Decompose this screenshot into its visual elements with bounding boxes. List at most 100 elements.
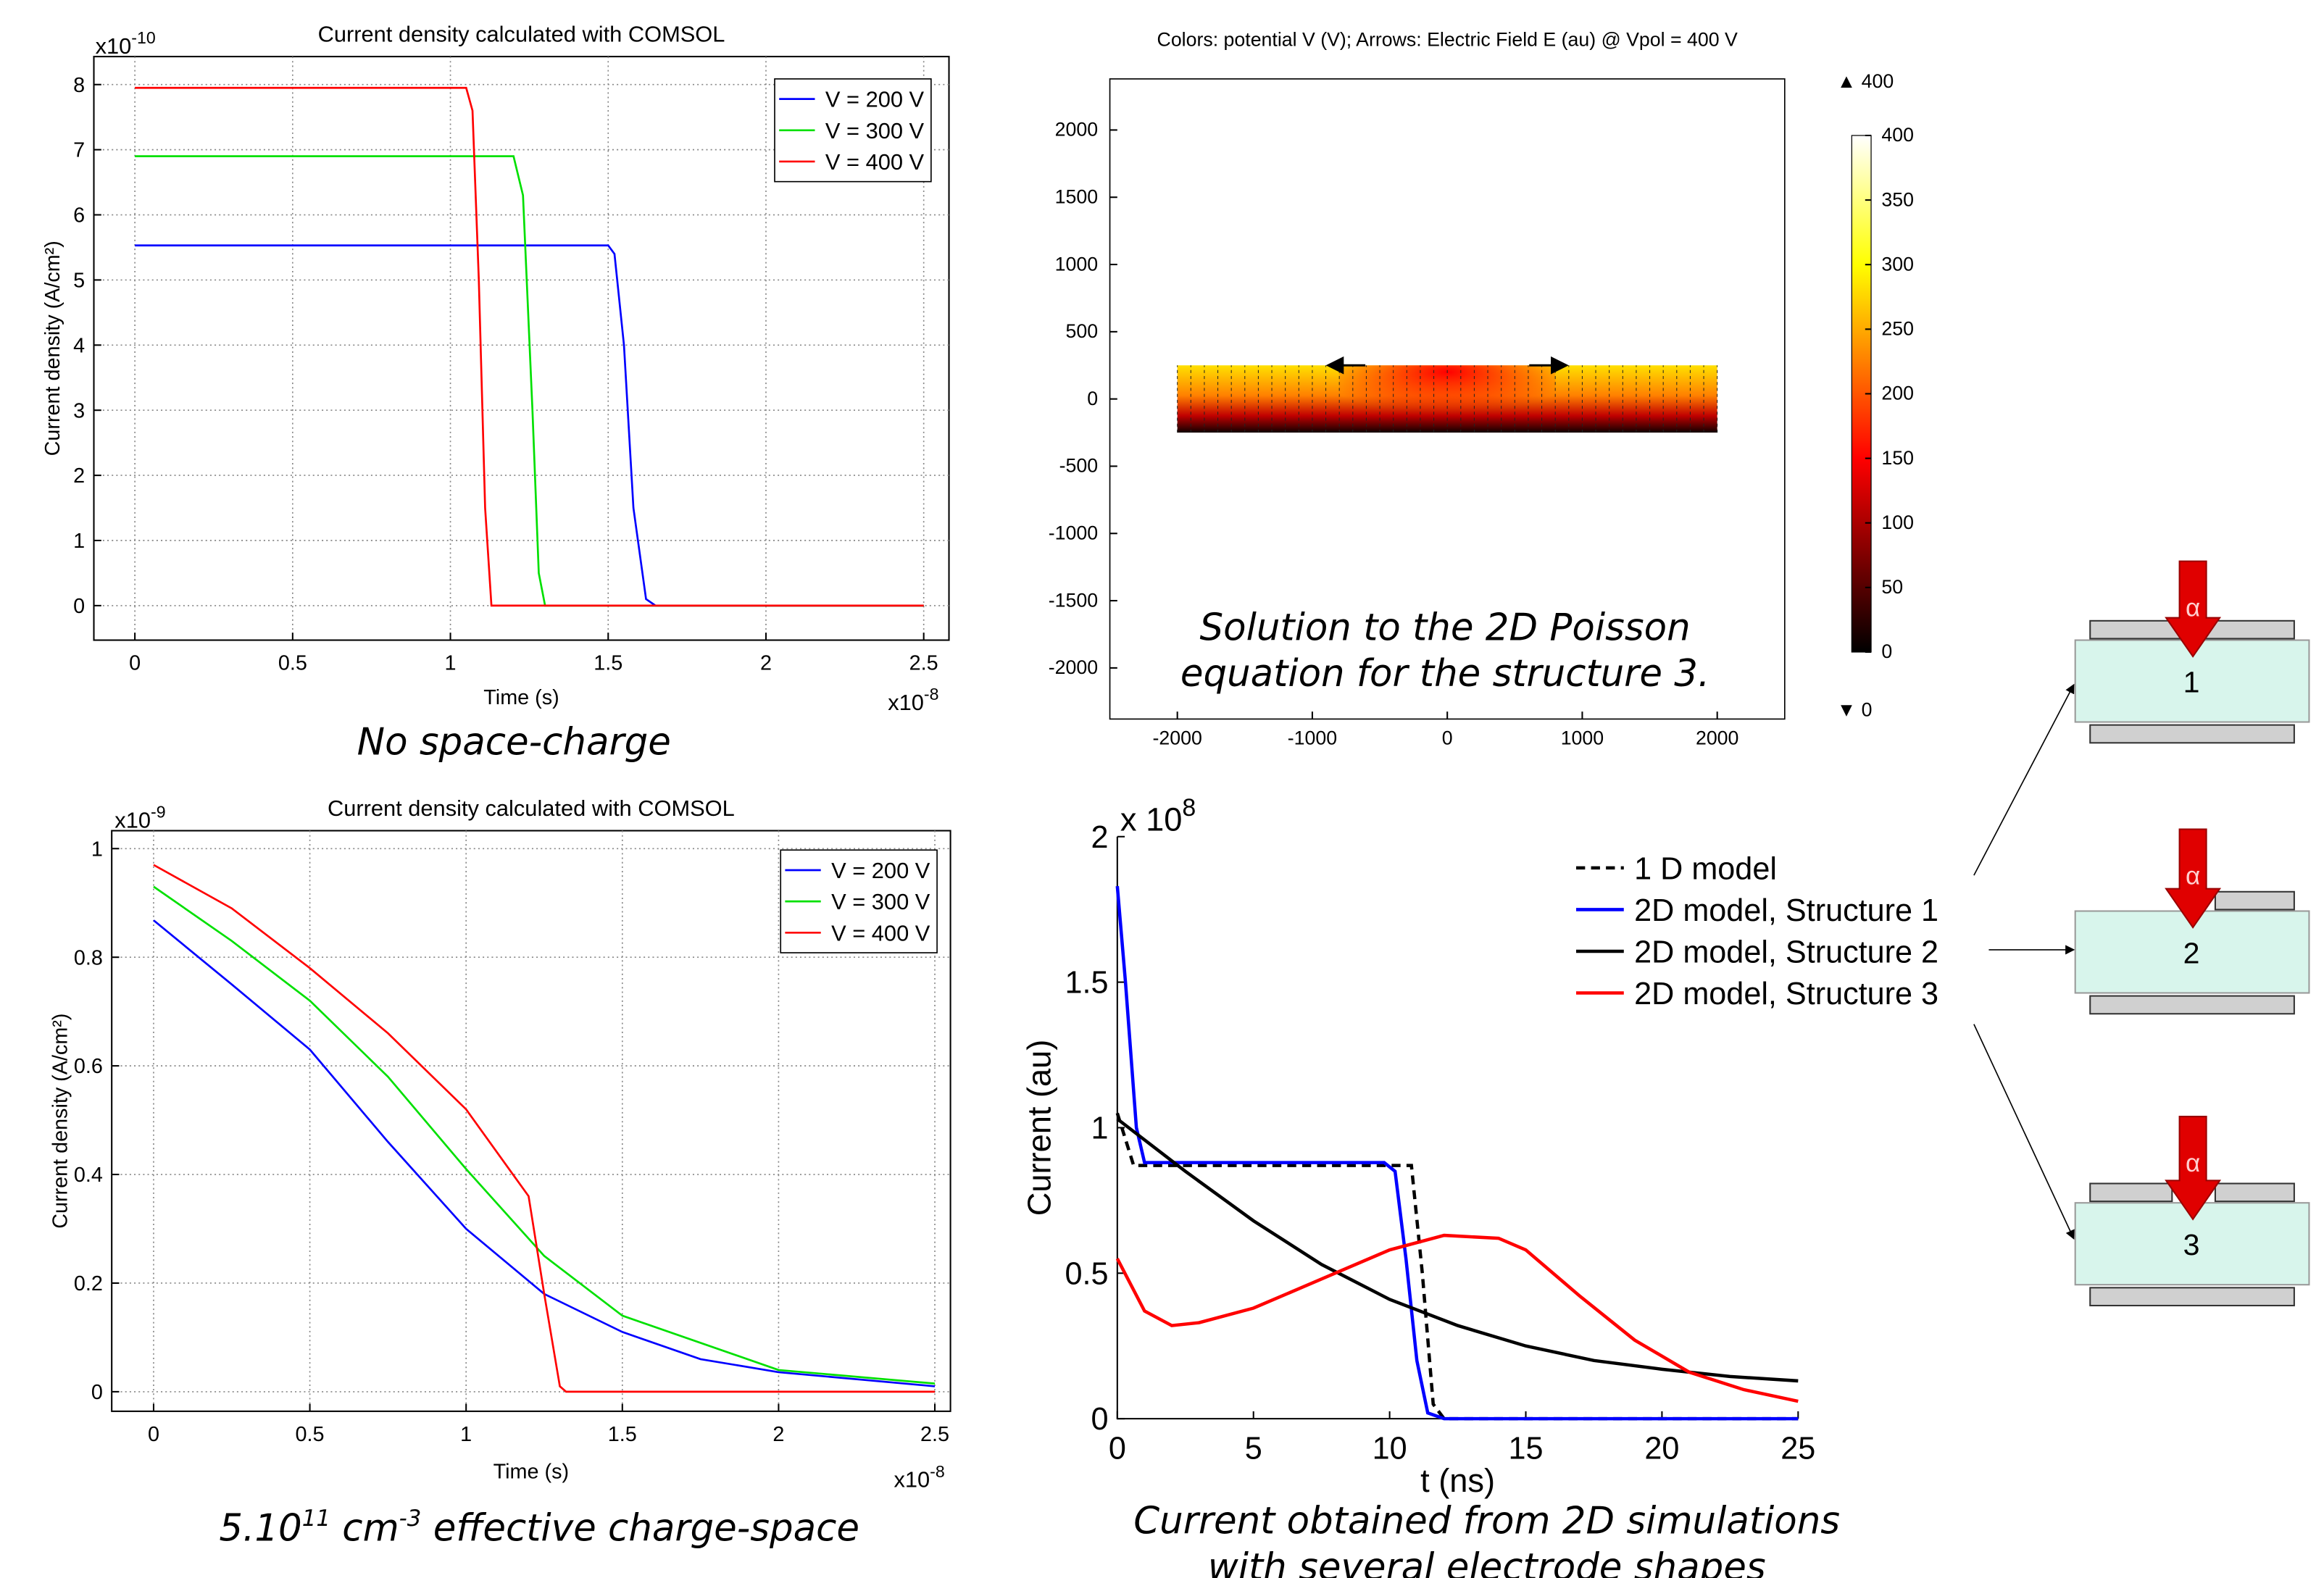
x-axis-label: t (ns) [1420, 1462, 1495, 1499]
x-tick-label: 2000 [1696, 727, 1738, 748]
series-line [135, 86, 924, 607]
x-tick-label: 2.5 [909, 652, 938, 675]
legend-label: V = 400 V [831, 920, 930, 945]
colorbar-tick-label: 200 [1881, 383, 1914, 404]
series-line [153, 864, 936, 1393]
chart-title: Current density calculated with COMSOL [318, 22, 725, 47]
colorbar-tick-label: 150 [1881, 447, 1914, 469]
caption: No space-charge [357, 721, 671, 764]
caption-sup: -3 [399, 1506, 422, 1532]
y-tick-label: 0.6 [74, 1055, 103, 1078]
x-tick-label: 0.5 [278, 652, 307, 675]
y-axis-label: Current density (A/cm²) [49, 1014, 72, 1229]
y-tick-label: 5 [73, 269, 85, 292]
legend-label: 2D model, Structure 3 [1634, 977, 1938, 1011]
caption-sup: 11 [302, 1506, 330, 1532]
y-tick-label: 1 [73, 530, 85, 553]
multiplier-base: x 10 [1120, 801, 1182, 838]
y-tick-label: 1 [1091, 1111, 1108, 1146]
x-tick-label: 20 [1644, 1432, 1679, 1466]
colorbar-tick-label: 250 [1881, 318, 1914, 340]
y-tick-label: 0.5 [1065, 1256, 1108, 1291]
y-tick-label: 1 [91, 838, 103, 861]
x-tick-label: 0 [148, 1423, 159, 1446]
colorbar-tick-label: 100 [1881, 512, 1914, 533]
y-tick-label: 7 [73, 139, 85, 162]
multiplier-base: x10 [114, 807, 151, 832]
bottom-electrode [2089, 995, 2295, 1015]
x-tick-label: 1.5 [594, 652, 622, 675]
y-tick-label: 0 [1087, 388, 1098, 409]
x-tick-label: 0 [1109, 1432, 1126, 1466]
y-tick-label: -2000 [1049, 656, 1098, 678]
caption-text: cm [330, 1507, 399, 1550]
multiplier-exponent: -9 [151, 803, 166, 822]
y-tick-label: 0 [91, 1381, 103, 1404]
series-line [153, 919, 936, 1387]
multiplier-exponent: -8 [930, 1462, 945, 1481]
caption: with several electrode shapes [1208, 1546, 1766, 1578]
series-line [135, 244, 924, 607]
structure-label: 3 [2183, 1228, 2200, 1261]
alpha-arrow [2165, 1116, 2222, 1221]
y-tick-label: 0 [73, 595, 85, 618]
structure-label: 1 [2183, 665, 2200, 698]
x-tick-label: 2 [772, 1423, 784, 1446]
y-tick-label: 2000 [1055, 119, 1098, 141]
multiplier-exponent: -8 [924, 685, 939, 704]
caption: 5.1011 cm-3 effective charge-space [219, 1506, 859, 1550]
legend-label: V = 300 V [825, 118, 925, 143]
x-axis-label: Time (s) [493, 1460, 569, 1483]
series-line [1115, 1233, 1799, 1403]
x-tick-label: 2 [760, 652, 772, 675]
alpha-arrow [2165, 560, 2222, 658]
series-line [1116, 1117, 1799, 1383]
top-electrode [2089, 1182, 2173, 1203]
alpha-arrow [2165, 828, 2222, 929]
y-tick-label: 1.5 [1065, 966, 1108, 1001]
y-tick-label: -1500 [1049, 589, 1098, 611]
connector-arrow [1973, 683, 2075, 876]
y-tick-label: 6 [73, 204, 85, 227]
colorbar-max: ▲ 400 [1837, 70, 1894, 92]
multiplier-base: x10 [894, 1467, 930, 1493]
x-tick-label: -2000 [1153, 727, 1202, 748]
y-tick-label: 2 [1091, 820, 1108, 855]
legend-label: V = 400 V [825, 149, 925, 175]
y-tick-label: 1000 [1055, 253, 1098, 275]
y-tick-label: 3 [73, 399, 85, 422]
bottom-electrode [2089, 1287, 2295, 1307]
connector-arrow [1973, 1024, 2075, 1240]
axis-multiplier: x10-8 [888, 685, 938, 715]
series-line [1115, 1112, 1799, 1421]
multiplier-exponent: -10 [131, 28, 155, 47]
top-electrode [2214, 1182, 2295, 1203]
caption: Solution to the 2D Poisson [1200, 606, 1691, 650]
y-tick-label: 0.4 [74, 1164, 103, 1187]
axis-multiplier: x10-8 [894, 1462, 944, 1493]
legend-box [774, 78, 932, 183]
axis-multiplier: x 108 [1120, 794, 1196, 838]
y-tick-label: 2 [73, 464, 85, 488]
field-center [1339, 365, 1556, 433]
colorbar-tick-label: 50 [1881, 576, 1903, 598]
x-tick-label: 5 [1245, 1432, 1262, 1466]
y-axis-label: Current density (A/cm²) [41, 241, 64, 456]
multiplier-base: x10 [96, 33, 132, 59]
y-tick-label: 0.2 [74, 1272, 103, 1295]
top-electrode [2214, 890, 2295, 911]
colorbar-tick-label: 300 [1881, 253, 1914, 275]
y-tick-label: 8 [73, 74, 85, 97]
x-tick-label: 10 [1373, 1432, 1407, 1466]
y-axis-label: Current (au) [1020, 1040, 1057, 1216]
legend-label: 2D model, Structure 2 [1634, 935, 1938, 970]
multiplier-exponent: 8 [1182, 794, 1196, 822]
colorbar-min: ▼ 0 [1837, 698, 1873, 720]
series-line [153, 885, 936, 1385]
caption-text: effective charge-space [421, 1507, 859, 1550]
x-tick-label: 25 [1781, 1432, 1815, 1466]
bottom-electrode [2089, 724, 2295, 744]
